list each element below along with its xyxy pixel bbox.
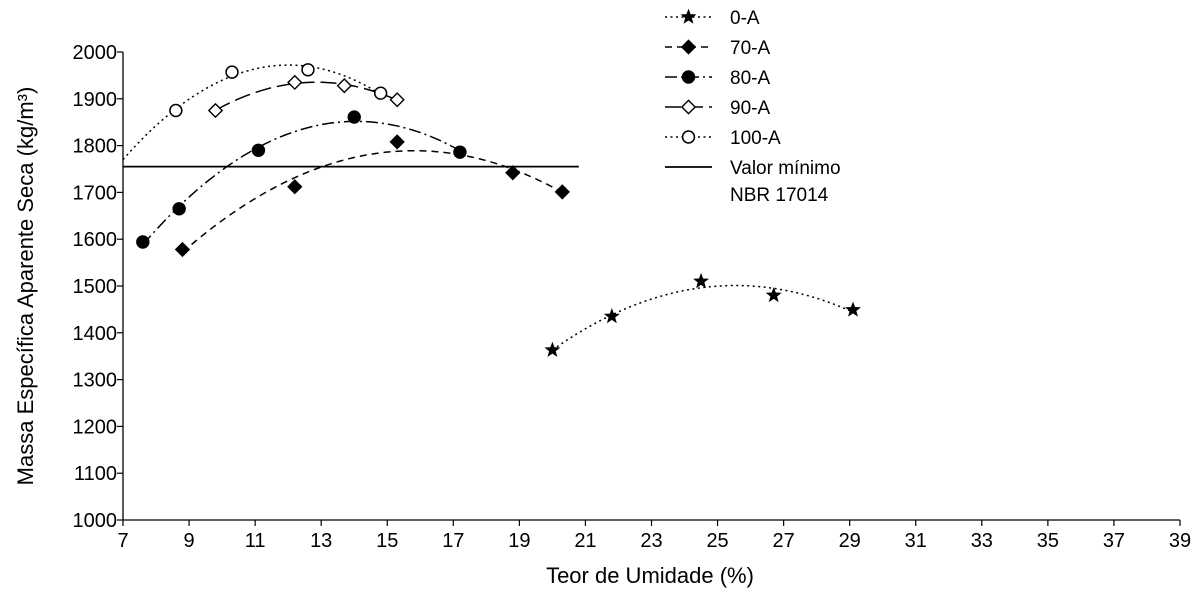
y-tick-label: 1700 xyxy=(73,182,118,204)
legend-marker xyxy=(681,130,696,144)
legend-marker xyxy=(680,99,697,115)
markers xyxy=(136,63,861,357)
x-tick-label: 21 xyxy=(574,530,596,552)
y-tick-label: 1100 xyxy=(74,463,117,485)
legend-label: 80-A xyxy=(730,68,770,89)
trendline xyxy=(551,284,854,351)
x-tick-label: 39 xyxy=(1169,530,1191,552)
x-tick-label: 31 xyxy=(905,530,927,552)
legend-marker xyxy=(680,8,697,24)
y-tick-label: 1600 xyxy=(73,229,118,251)
legend-label: 70-A xyxy=(730,38,770,59)
legend-marker xyxy=(681,70,696,84)
x-axis-title: Teor de Umidade (%) xyxy=(546,563,754,588)
trendline xyxy=(181,149,563,253)
legend: 0-A 70-A 80-A 90-A 100-A Valor mínimo NBR 1701… xyxy=(665,8,841,206)
data-point xyxy=(174,241,191,258)
y-tick-label: 1000 xyxy=(73,510,118,532)
trendline xyxy=(122,64,382,161)
legend-label: 100-A xyxy=(730,128,781,149)
trendline xyxy=(142,120,461,246)
data-point xyxy=(693,272,710,289)
x-tick-label: 29 xyxy=(839,530,861,552)
data-point xyxy=(505,165,521,181)
data-point xyxy=(845,301,861,317)
data-point xyxy=(225,65,239,79)
data-point xyxy=(251,143,266,157)
data-point xyxy=(765,286,782,303)
x-tick-label: 27 xyxy=(773,530,795,552)
x-tick-label: 11 xyxy=(245,530,266,552)
data-point xyxy=(287,74,303,91)
x-tick-label: 13 xyxy=(310,530,332,552)
data-point xyxy=(603,308,620,324)
data-point xyxy=(287,179,303,195)
data-point xyxy=(172,202,186,216)
data-point xyxy=(301,63,315,77)
x-tick-label: 9 xyxy=(184,530,195,552)
data-point xyxy=(136,235,150,249)
y-tick-label: 1500 xyxy=(73,276,118,298)
legend-reference-label: NBR 17014 xyxy=(730,185,829,206)
legend-label: 90-A xyxy=(730,98,770,119)
x-tick-label: 7 xyxy=(117,530,128,552)
x-tick-label: 23 xyxy=(640,530,662,552)
ticks: 7 9 11 13 15 17 19 21 23 25 27 29 31 33 35 37 39 1000 1100… xyxy=(73,42,1192,552)
y-tick-label: 1300 xyxy=(73,370,118,392)
data-point xyxy=(544,341,561,357)
data-point xyxy=(389,134,405,150)
x-tick-label: 37 xyxy=(1103,530,1125,552)
y-tick-label: 1900 xyxy=(73,89,118,111)
y-axis-title: Massa Específica Aparente Seca (kg/m³) xyxy=(13,87,38,486)
x-tick-label: 19 xyxy=(508,530,530,552)
y-tick-label: 2000 xyxy=(73,42,118,64)
y-tick-label: 1800 xyxy=(73,136,118,158)
legend-reference-label: Valor mínimo xyxy=(730,158,841,179)
y-tick-label: 1400 xyxy=(73,323,118,345)
y-tick-label: 1200 xyxy=(73,416,118,438)
data-point xyxy=(347,110,361,124)
legend-label: 0-A xyxy=(730,8,760,29)
legend-marker xyxy=(680,39,697,55)
data-point xyxy=(453,145,467,159)
trendline xyxy=(215,81,398,111)
x-tick-label: 33 xyxy=(971,530,993,552)
data-point xyxy=(207,102,224,119)
x-tick-label: 35 xyxy=(1037,530,1059,552)
data-point xyxy=(336,78,352,94)
x-tick-label: 25 xyxy=(706,530,728,552)
x-tick-label: 17 xyxy=(442,530,464,552)
data-point xyxy=(389,92,405,108)
axes: Teor de Umidade (%) Massa Específica Apa… xyxy=(13,52,1180,588)
x-tick-label: 15 xyxy=(376,530,398,552)
data-point xyxy=(554,184,570,200)
data-point xyxy=(373,86,388,100)
trendlines xyxy=(122,64,854,351)
data-point xyxy=(169,103,183,118)
